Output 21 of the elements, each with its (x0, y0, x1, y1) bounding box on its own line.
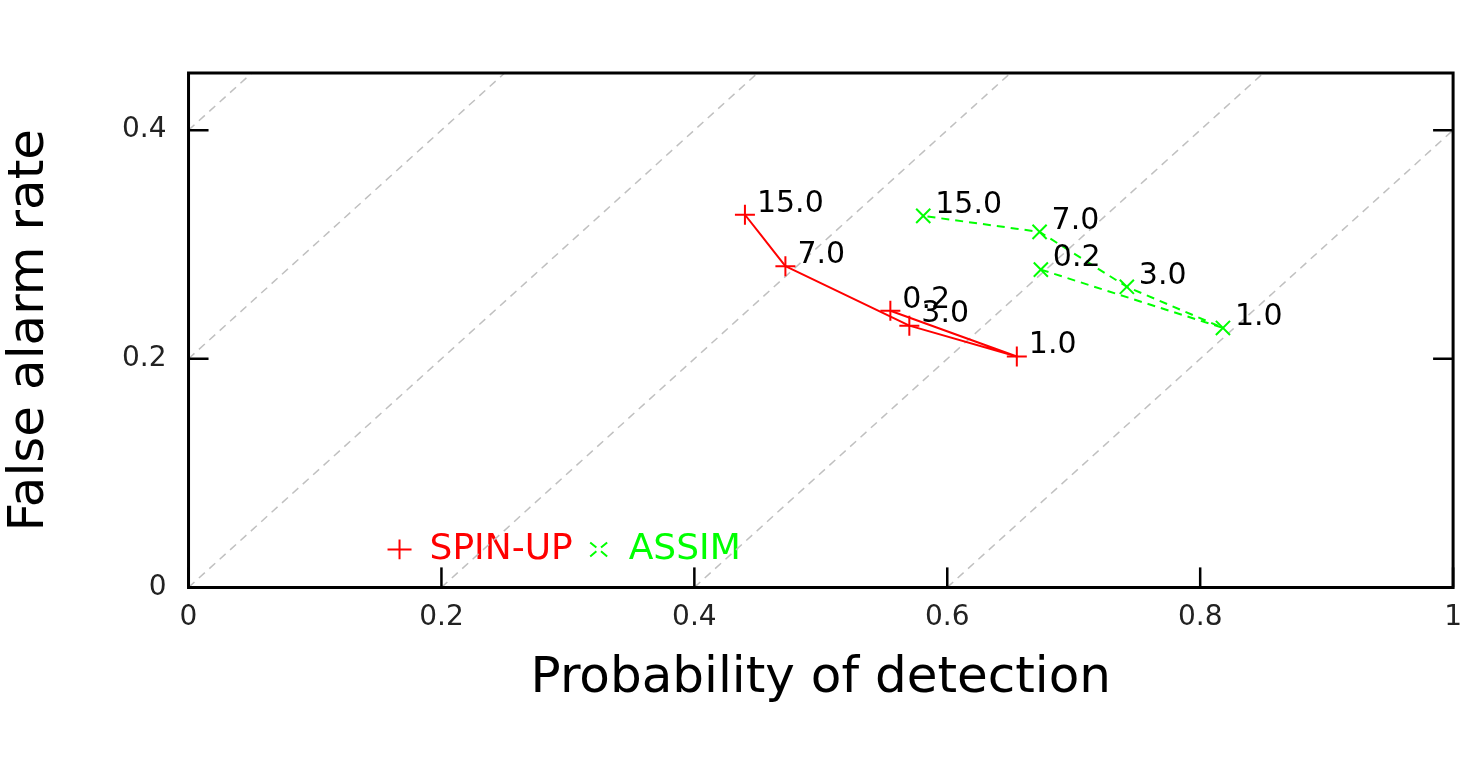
y-tick-label: 0.4 (122, 111, 167, 145)
annotation: 15.0 (756, 183, 824, 219)
annotation: 7.0 (1051, 200, 1100, 236)
x-tick-label: 0.4 (672, 599, 717, 633)
annotation: 1.0 (1234, 296, 1283, 332)
x-tick-label: 0.2 (419, 599, 464, 633)
y-axis-title: False alarm rate (0, 128, 55, 532)
legend-label: ASSIM (628, 525, 741, 567)
x-tick-label: 1 (1444, 599, 1463, 633)
annotation: 1.0 (1028, 325, 1077, 361)
x-tick-label: 0 (179, 599, 198, 633)
annotation: 3.0 (1138, 255, 1187, 291)
y-tick-label: 0.2 (122, 340, 167, 374)
x-axis-title: Probability of detection (530, 645, 1112, 704)
legend-label: SPIN-UP (429, 525, 573, 567)
annotation: 15.0 (935, 184, 1003, 220)
x-tick-label: 0.6 (925, 599, 970, 633)
annotation: 0.2 (1052, 238, 1101, 274)
x-tick-label: 0.8 (1177, 599, 1223, 633)
annotation: 7.0 (797, 234, 846, 270)
y-tick-label: 0 (148, 568, 167, 602)
